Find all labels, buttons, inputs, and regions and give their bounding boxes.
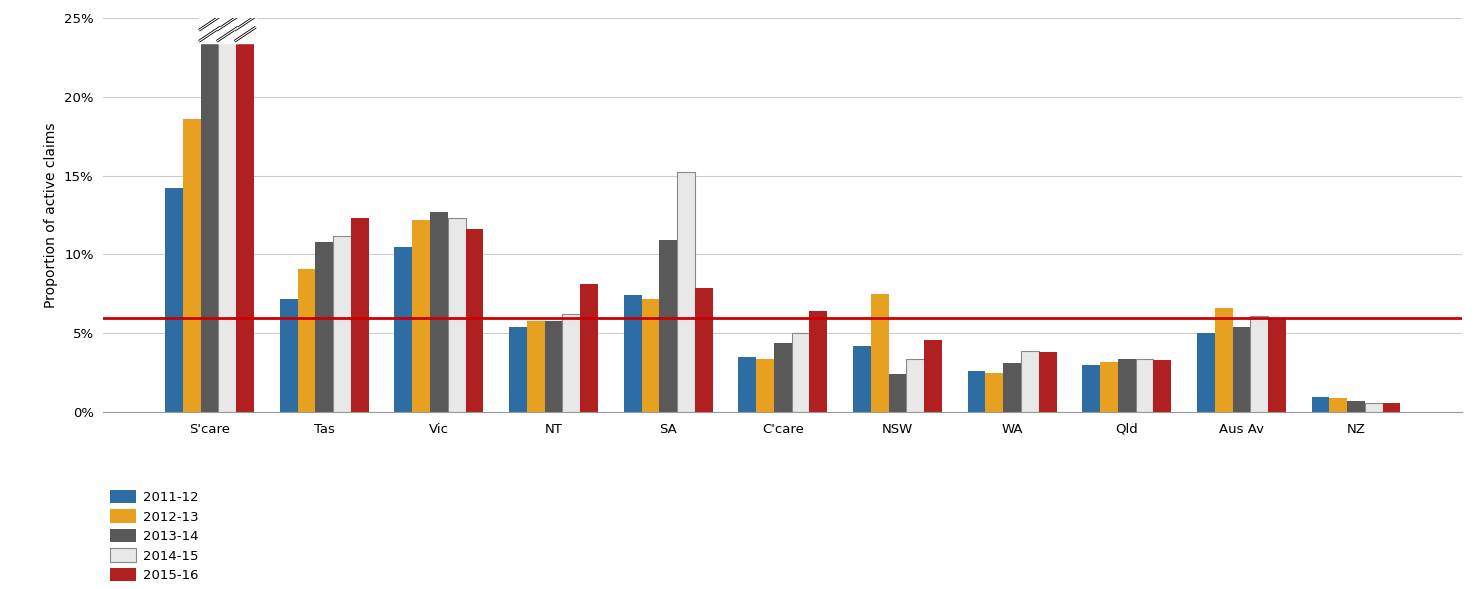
- Bar: [1118, 359, 1136, 412]
- Bar: [1100, 362, 1118, 412]
- Bar: [1038, 352, 1056, 412]
- Bar: [809, 311, 827, 412]
- Bar: [1382, 403, 1400, 412]
- Bar: [1154, 360, 1171, 412]
- Bar: [1347, 401, 1365, 412]
- Bar: [1136, 359, 1154, 412]
- Bar: [1250, 316, 1269, 412]
- Bar: [889, 375, 907, 412]
- Bar: [430, 212, 448, 412]
- Bar: [201, 18, 219, 412]
- Bar: [510, 327, 527, 412]
- Bar: [871, 294, 889, 412]
- Bar: [236, 18, 254, 412]
- Bar: [967, 371, 985, 412]
- Bar: [985, 373, 1003, 412]
- Bar: [334, 236, 352, 412]
- Bar: [580, 284, 598, 412]
- Bar: [279, 299, 297, 412]
- Bar: [352, 218, 369, 412]
- Bar: [1083, 365, 1100, 412]
- Bar: [774, 343, 792, 412]
- Bar: [448, 218, 465, 412]
- Bar: [1196, 333, 1214, 412]
- Bar: [907, 359, 925, 412]
- Bar: [738, 357, 756, 412]
- Bar: [563, 315, 580, 412]
- Bar: [623, 296, 641, 412]
- Bar: [792, 333, 809, 412]
- Bar: [527, 321, 545, 412]
- Bar: [1269, 317, 1286, 412]
- Bar: [316, 242, 334, 412]
- Bar: [219, 18, 236, 412]
- Bar: [1312, 396, 1329, 412]
- Bar: [1329, 398, 1347, 412]
- Bar: [297, 269, 316, 412]
- Bar: [694, 287, 712, 412]
- Y-axis label: Proportion of active claims: Proportion of active claims: [44, 123, 59, 307]
- Bar: [925, 340, 942, 412]
- Bar: [412, 220, 430, 412]
- Bar: [1003, 363, 1021, 412]
- Bar: [1232, 327, 1250, 412]
- Bar: [465, 229, 483, 412]
- Bar: [756, 359, 774, 412]
- Bar: [641, 299, 659, 412]
- Bar: [659, 240, 676, 412]
- Bar: [545, 321, 563, 412]
- Bar: [165, 188, 183, 412]
- Bar: [1021, 350, 1038, 412]
- Legend: 2011-12, 2012-13, 2013-14, 2014-15, 2015-16, 2015-16 Aus Av: 2011-12, 2012-13, 2013-14, 2014-15, 2015…: [109, 490, 248, 589]
- Bar: [1365, 403, 1382, 412]
- Bar: [1214, 308, 1232, 412]
- Bar: [854, 346, 871, 412]
- Bar: [394, 247, 412, 412]
- Bar: [183, 119, 201, 412]
- Bar: [676, 173, 694, 412]
